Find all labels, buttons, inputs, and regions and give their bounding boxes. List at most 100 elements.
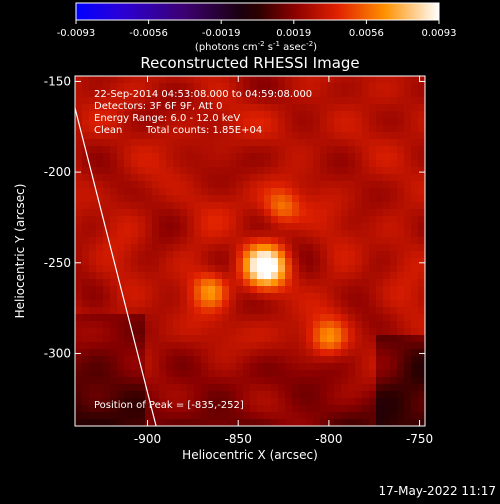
heatmap-cell xyxy=(355,202,363,210)
heatmap-cell xyxy=(327,384,335,392)
heatmap-cell xyxy=(250,97,258,105)
heatmap-cell xyxy=(404,405,412,413)
heatmap-cell xyxy=(131,370,139,378)
heatmap-cell xyxy=(82,90,90,98)
heatmap-cell xyxy=(194,125,202,133)
heatmap-cell xyxy=(82,265,90,273)
heatmap-cell xyxy=(215,244,223,252)
heatmap-cell xyxy=(362,181,370,189)
heatmap-cell xyxy=(355,363,363,371)
heatmap-cell xyxy=(131,419,139,426)
heatmap-cell xyxy=(152,244,160,252)
heatmap-cell xyxy=(187,328,195,336)
heatmap-cell xyxy=(75,90,83,98)
heatmap-cell xyxy=(201,90,209,98)
heatmap-cell xyxy=(166,153,174,161)
heatmap-cell xyxy=(215,272,223,280)
heatmap-cell xyxy=(292,265,300,273)
heatmap-cell xyxy=(187,83,195,91)
heatmap-cell xyxy=(243,349,251,357)
heatmap-cell xyxy=(215,293,223,301)
heatmap-cell xyxy=(131,391,139,399)
heatmap-cell xyxy=(397,125,405,133)
heatmap-cell xyxy=(201,258,209,266)
heatmap-cell xyxy=(285,202,293,210)
heatmap-cell xyxy=(327,230,335,238)
heatmap-cell xyxy=(89,321,97,329)
heatmap-cell xyxy=(313,97,321,105)
heatmap-cell xyxy=(362,391,370,399)
heatmap-cell xyxy=(187,209,195,217)
heatmap-cell xyxy=(257,377,265,385)
heatmap-cell xyxy=(376,286,384,294)
heatmap-cell xyxy=(187,76,195,84)
heatmap-cell xyxy=(229,230,237,238)
heatmap-cell xyxy=(103,244,111,252)
heatmap-cell xyxy=(124,160,132,168)
heatmap-cell xyxy=(117,300,125,308)
heatmap-cell xyxy=(313,167,321,175)
heatmap-cell xyxy=(348,342,356,350)
heatmap-cell xyxy=(341,76,349,84)
heatmap-cell xyxy=(89,314,97,322)
heatmap-cell xyxy=(334,90,342,98)
heatmap-cell xyxy=(236,398,244,406)
heatmap-cell xyxy=(334,419,342,426)
heatmap-cell xyxy=(103,384,111,392)
heatmap-cell xyxy=(369,76,377,84)
heatmap-cell xyxy=(180,349,188,357)
heatmap-cell xyxy=(131,223,139,231)
heatmap-cell xyxy=(383,251,391,259)
heatmap-cell xyxy=(131,363,139,371)
heatmap-cell xyxy=(152,335,160,343)
heatmap-cell xyxy=(369,251,377,259)
heatmap-cell xyxy=(306,363,314,371)
heatmap-cell xyxy=(243,412,251,420)
heatmap-cell xyxy=(159,391,167,399)
heatmap-cell xyxy=(306,202,314,210)
heatmap-cell xyxy=(229,202,237,210)
heatmap-cell xyxy=(264,209,272,217)
heatmap-cell xyxy=(173,125,181,133)
heatmap-cell xyxy=(299,104,307,112)
heatmap-cell xyxy=(278,209,286,217)
heatmap-cell xyxy=(152,377,160,385)
heatmap-cell xyxy=(397,188,405,196)
heatmap-cell xyxy=(180,237,188,245)
heatmap-cell xyxy=(390,202,398,210)
heatmap-cell xyxy=(348,405,356,413)
heatmap-cell xyxy=(327,293,335,301)
x-tick-label: -800 xyxy=(315,432,342,446)
heatmap-cell xyxy=(264,230,272,238)
heatmap-cell xyxy=(208,209,216,217)
heatmap-cell xyxy=(383,405,391,413)
heatmap-cell xyxy=(285,363,293,371)
heatmap-cell xyxy=(411,412,419,420)
heatmap-cell xyxy=(96,167,104,175)
heatmap-cell xyxy=(250,216,258,224)
heatmap-cell xyxy=(124,384,132,392)
heatmap-cell xyxy=(124,286,132,294)
heatmap-cell xyxy=(278,76,286,84)
heatmap-cell xyxy=(362,258,370,266)
heatmap-cell xyxy=(306,272,314,280)
heatmap-cell xyxy=(96,314,104,322)
heatmap-cell xyxy=(222,314,230,322)
heatmap-cell xyxy=(236,279,244,287)
heatmap-cell xyxy=(369,272,377,280)
heatmap-cell xyxy=(96,139,104,147)
heatmap-cell xyxy=(173,370,181,378)
heatmap-cell xyxy=(229,188,237,196)
heatmap-cell xyxy=(278,363,286,371)
heatmap-cell xyxy=(110,363,118,371)
heatmap-cell xyxy=(285,132,293,140)
heatmap-cell xyxy=(369,335,377,343)
heatmap-cell xyxy=(117,272,125,280)
heatmap-cell xyxy=(327,300,335,308)
heatmap-cell xyxy=(334,202,342,210)
heatmap-cell xyxy=(355,230,363,238)
heatmap-cell xyxy=(117,139,125,147)
heatmap-cell xyxy=(194,111,202,119)
heatmap-cell xyxy=(110,279,118,287)
heatmap-cell xyxy=(313,314,321,322)
